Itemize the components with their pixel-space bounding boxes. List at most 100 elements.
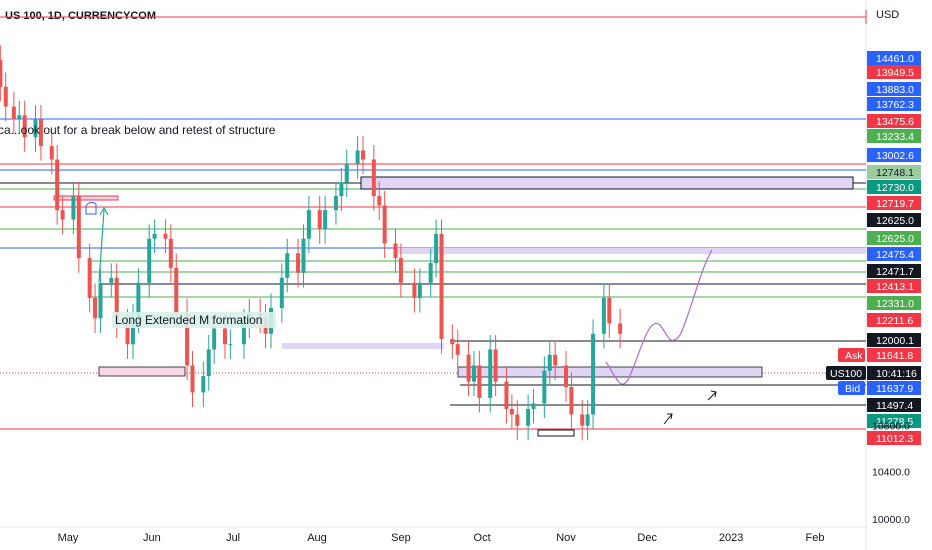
candle-body — [228, 344, 233, 346]
arrow-upright-icon — [663, 413, 673, 425]
projection-path — [605, 249, 713, 385]
m-formation-label: Long Extended M formation — [115, 313, 262, 327]
candle-body — [333, 196, 338, 211]
candle-body — [33, 119, 38, 138]
price-label: 11637.9 Bid — [838, 381, 921, 395]
candle-body — [361, 150, 366, 160]
price-label: 13002.6 — [867, 148, 921, 162]
price-tag-bg — [826, 366, 866, 380]
price-label: 12475.4 — [867, 247, 921, 261]
candle-body — [206, 349, 211, 377]
candle-body — [93, 297, 98, 319]
price-label-bg — [867, 313, 921, 327]
price-label-bg — [867, 65, 921, 79]
candle-body — [526, 408, 531, 426]
arrow-up-icon — [98, 206, 109, 283]
price-tag-text: Bid — [845, 383, 860, 395]
candle-body — [317, 210, 322, 230]
price-label: 13883.0 — [867, 82, 921, 96]
price-label-text: 12719.7 — [876, 198, 914, 210]
candle-body — [412, 282, 417, 298]
time-tick-label: May — [58, 532, 79, 544]
price-label: 12625.0 — [867, 213, 921, 227]
price-label-text: 14461.0 — [876, 53, 914, 65]
candle-body — [344, 164, 349, 183]
price-label: 12413.1 — [867, 279, 921, 293]
time-tick-label: Nov — [556, 532, 576, 544]
candle-body — [3, 86, 8, 107]
price-label-bg — [867, 129, 921, 143]
candle-body — [168, 238, 173, 268]
price-label-text: 11497.4 — [876, 400, 913, 412]
price-tick-label: 10800.0 — [872, 421, 910, 433]
candle-body — [580, 414, 585, 426]
candle-body — [569, 386, 574, 415]
price-tick-label: 10000.0 — [872, 514, 910, 526]
price-label: 12331.0 — [867, 296, 921, 310]
candle-body — [417, 282, 422, 298]
time-tick-label: Jul — [226, 532, 240, 544]
price-label-text: 12000.1 — [876, 335, 914, 347]
price-label-bg — [867, 398, 921, 412]
candle-body — [222, 328, 227, 345]
price-label: 12625.0 — [867, 231, 921, 245]
price-tag-bg — [838, 381, 865, 395]
time-axis-ticks: May Jun Jul Aug Sep Oct Nov Dec 2023 Feb — [58, 532, 825, 544]
candle-body — [371, 159, 376, 197]
candle-body — [398, 258, 403, 283]
candle-body — [542, 370, 547, 404]
range-box — [537, 429, 575, 437]
time-tick-label: Jun — [143, 532, 161, 544]
price-label: 14461.0 — [867, 51, 921, 65]
candle-body — [130, 318, 135, 345]
candle-body — [434, 233, 439, 263]
candle-body — [285, 253, 290, 278]
price-label-bg — [867, 213, 921, 227]
candle-body — [339, 182, 344, 197]
ask-tag-bg — [838, 348, 865, 362]
price-label-bg — [867, 165, 921, 179]
time-tick-label: Feb — [806, 532, 825, 544]
candle-body — [450, 338, 455, 345]
candle-body — [109, 277, 114, 283]
price-label-bg — [867, 333, 921, 347]
candle-body — [382, 205, 387, 244]
candle-body — [493, 349, 498, 382]
price-label-text: 13762.3 — [876, 99, 914, 111]
candle-body — [98, 282, 103, 319]
price-label-text: 12625.0 — [876, 233, 914, 245]
candle-body — [17, 115, 22, 120]
price-tick-label: 10400.0 — [872, 466, 910, 478]
time-tick-label: Aug — [307, 532, 327, 544]
price-label-bg — [867, 148, 921, 162]
candle-body — [601, 297, 606, 334]
price-label-text: 12625.0 — [876, 215, 914, 227]
candle-body — [296, 253, 301, 273]
candle-body — [147, 238, 152, 283]
candle-body — [87, 258, 92, 298]
candle-body — [71, 196, 76, 220]
price-label: 12719.7 — [867, 196, 921, 210]
candle-body — [471, 365, 476, 382]
candle-body — [163, 233, 168, 239]
price-label-text: 12748.1 — [876, 167, 914, 179]
price-label: 13762.3 — [867, 97, 921, 111]
ask-tag-text: Ask — [845, 350, 863, 362]
price-label-bg — [867, 196, 921, 210]
candle-body — [174, 267, 179, 314]
price-label-bg — [867, 279, 921, 293]
price-label-bg — [867, 366, 921, 380]
price-label-bg — [867, 381, 921, 395]
candle-body — [0, 60, 3, 87]
price-label-bg — [867, 51, 921, 65]
candle-body — [377, 196, 382, 206]
price-label-text: 12471.7 — [876, 266, 914, 278]
price-label: 12000.1 — [867, 333, 921, 347]
price-axis-labels: 14461.0 13949.5 13883.0 13762.3 13475.6 13233… — [826, 51, 921, 445]
candle-body — [564, 365, 568, 387]
price-label-bg — [867, 231, 921, 245]
price-label-bg — [867, 97, 921, 111]
price-label: 12471.7 — [867, 264, 921, 278]
supply-zone-mid — [396, 248, 866, 254]
